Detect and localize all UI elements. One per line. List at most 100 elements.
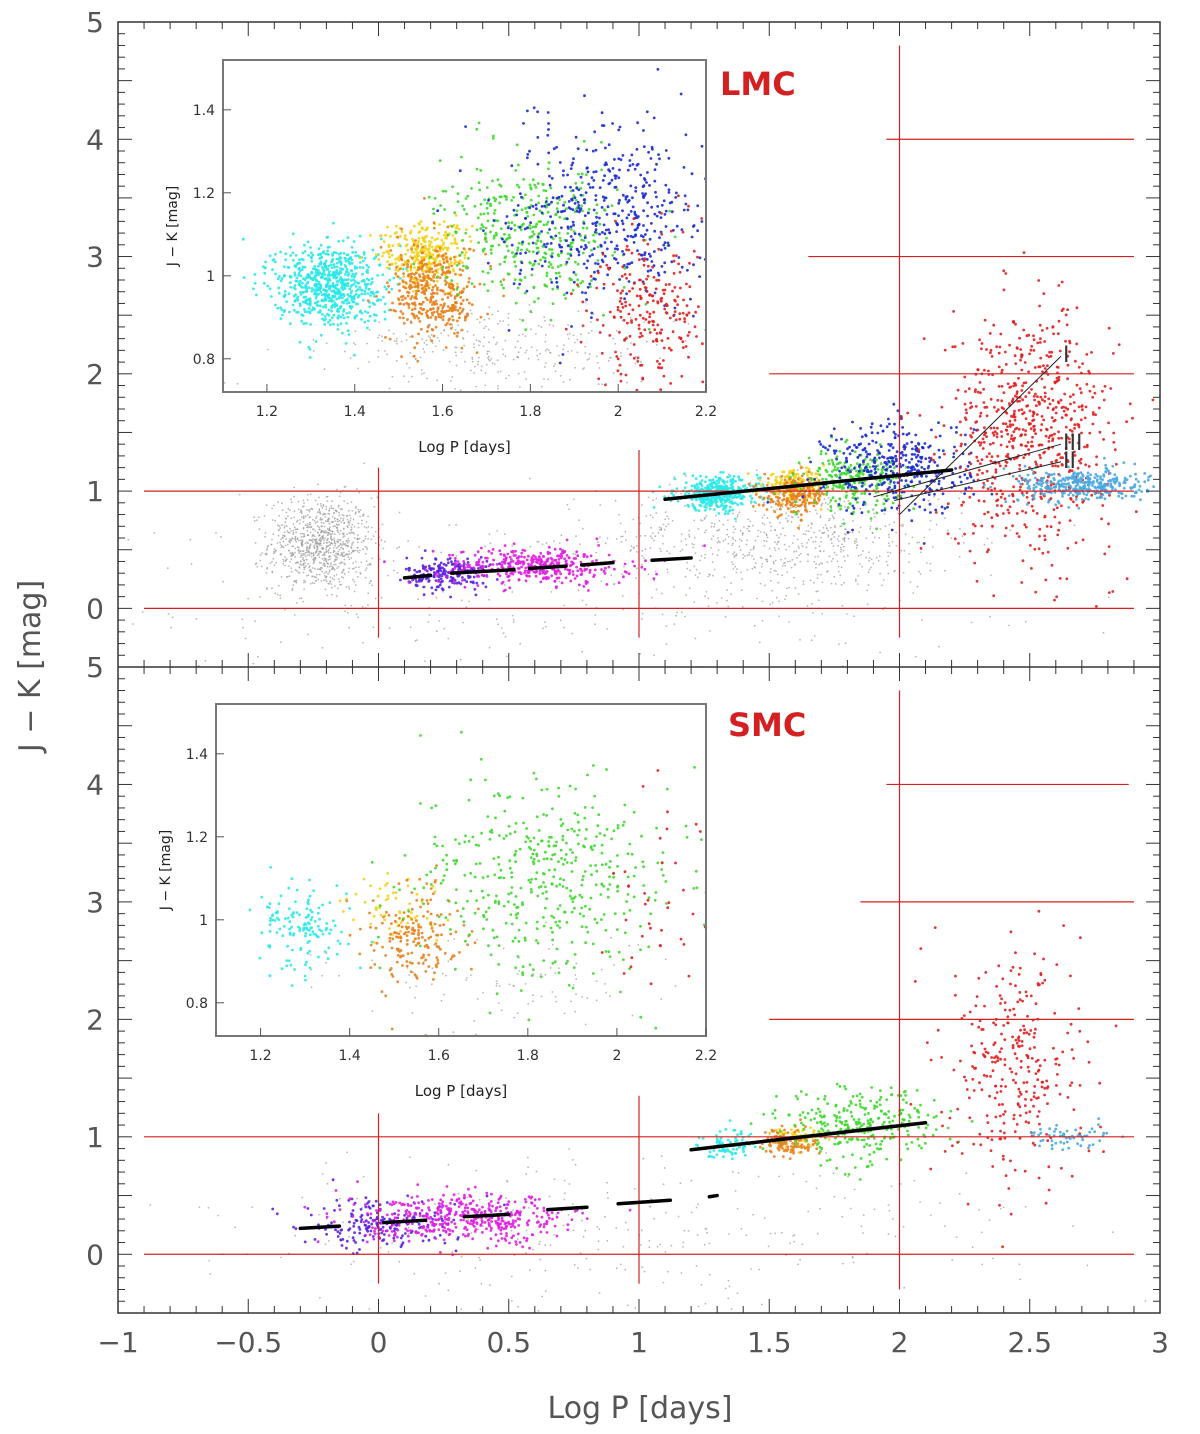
data-point-grey <box>511 591 514 593</box>
data-point-blue <box>904 458 908 462</box>
data-point-grey <box>843 540 846 543</box>
data-point-magenta <box>557 558 561 561</box>
data-point-grey <box>835 554 838 556</box>
data-point-grey <box>753 566 756 568</box>
data-point-cyan <box>717 481 721 485</box>
data-point-blue <box>952 452 956 455</box>
data-point-grey <box>745 543 748 546</box>
data-point-lightblue <box>1107 491 1111 495</box>
data-point-grey <box>798 554 801 557</box>
data-point-grey <box>370 526 373 529</box>
data-point-green <box>838 449 842 453</box>
data-point-grey <box>361 519 363 522</box>
data-point-grey <box>337 538 339 541</box>
data-point-violet <box>438 583 442 587</box>
data-point-grey <box>291 537 294 540</box>
data-point-red <box>1109 387 1113 390</box>
data-point-grey <box>707 575 710 578</box>
data-point-green <box>835 475 838 478</box>
data-point-grey <box>332 525 335 528</box>
data-point-violet <box>495 578 499 581</box>
data-point-red <box>1008 505 1012 509</box>
data-point-grey <box>749 548 752 551</box>
data-point-red <box>1087 369 1091 373</box>
data-point-magenta <box>541 571 545 575</box>
data-point-lightblue <box>1076 481 1079 485</box>
data-point-grey <box>824 524 827 526</box>
data-point-blue <box>953 445 956 449</box>
data-point-blue <box>927 445 931 449</box>
data-point-magenta <box>576 569 580 573</box>
data-point-grey <box>727 519 729 521</box>
data-point-grey <box>367 515 369 518</box>
data-point-violet <box>463 578 466 582</box>
data-point-grey <box>298 550 301 553</box>
data-point-lightblue <box>1132 485 1136 489</box>
data-point-grey <box>902 571 905 574</box>
data-point-grey <box>711 561 714 563</box>
data-point-grey <box>878 536 881 539</box>
data-point-magenta <box>460 564 464 567</box>
data-point-green <box>869 517 873 520</box>
data-point-grey <box>990 574 992 577</box>
data-point-cyan <box>683 472 686 476</box>
data-point-grey <box>317 552 320 555</box>
data-point-grey <box>759 556 762 559</box>
data-point-blue <box>833 451 837 455</box>
data-point-red <box>996 408 1000 411</box>
data-point-grey <box>338 504 340 507</box>
data-point-grey <box>850 697 852 699</box>
data-point-grey <box>872 541 874 543</box>
data-point-grey <box>358 551 360 554</box>
data-point-red <box>1048 402 1052 406</box>
data-point-cyan <box>730 486 733 490</box>
data-point-red <box>983 406 987 409</box>
data-point-yellow <box>788 496 792 500</box>
data-point-cyan <box>730 496 734 500</box>
data-point-red <box>1030 567 1033 570</box>
data-point-cyan <box>736 503 740 506</box>
data-point-violet <box>434 588 438 592</box>
data-point-red <box>1030 504 1034 508</box>
data-point-magenta <box>487 549 491 553</box>
data-point-grey <box>620 540 623 543</box>
data-point-grey <box>619 522 622 525</box>
data-point-grey <box>298 566 301 569</box>
data-point-lightblue <box>1103 483 1107 486</box>
data-point-grey <box>365 552 367 555</box>
data-point-grey <box>324 588 327 591</box>
data-point-grey <box>302 499 305 502</box>
data-point-grey <box>724 538 727 541</box>
data-point-grey <box>784 565 787 567</box>
data-point-red <box>955 449 958 453</box>
data-point-violet <box>434 557 437 561</box>
data-point-cyan <box>684 481 688 485</box>
data-point-grey <box>741 578 744 580</box>
data-point-violet <box>472 581 475 585</box>
data-point-grey <box>794 587 797 589</box>
data-point-grey <box>306 541 308 544</box>
data-point-grey <box>338 544 341 547</box>
data-point-grey <box>497 623 499 626</box>
data-point-magenta <box>602 569 606 573</box>
data-point-blue <box>889 469 893 473</box>
data-point-grey <box>320 544 322 546</box>
data-point-grey <box>858 531 861 533</box>
data-point-grey <box>731 542 734 545</box>
data-point-grey <box>705 591 708 593</box>
data-point-blue <box>862 460 865 464</box>
data-point-grey <box>836 560 839 563</box>
data-point-green <box>878 443 882 446</box>
data-point-blue <box>915 447 919 451</box>
data-point-red <box>973 524 977 528</box>
data-point-grey <box>273 564 276 566</box>
data-point-blue <box>883 508 887 512</box>
data-point-grey <box>308 550 310 553</box>
data-point-grey <box>330 521 333 523</box>
data-point-grey <box>351 568 354 570</box>
data-point-grey <box>349 517 352 520</box>
data-point-blue <box>886 457 889 460</box>
data-point-magenta <box>523 555 526 559</box>
data-point-grey <box>369 580 372 583</box>
data-point-red <box>929 456 933 460</box>
